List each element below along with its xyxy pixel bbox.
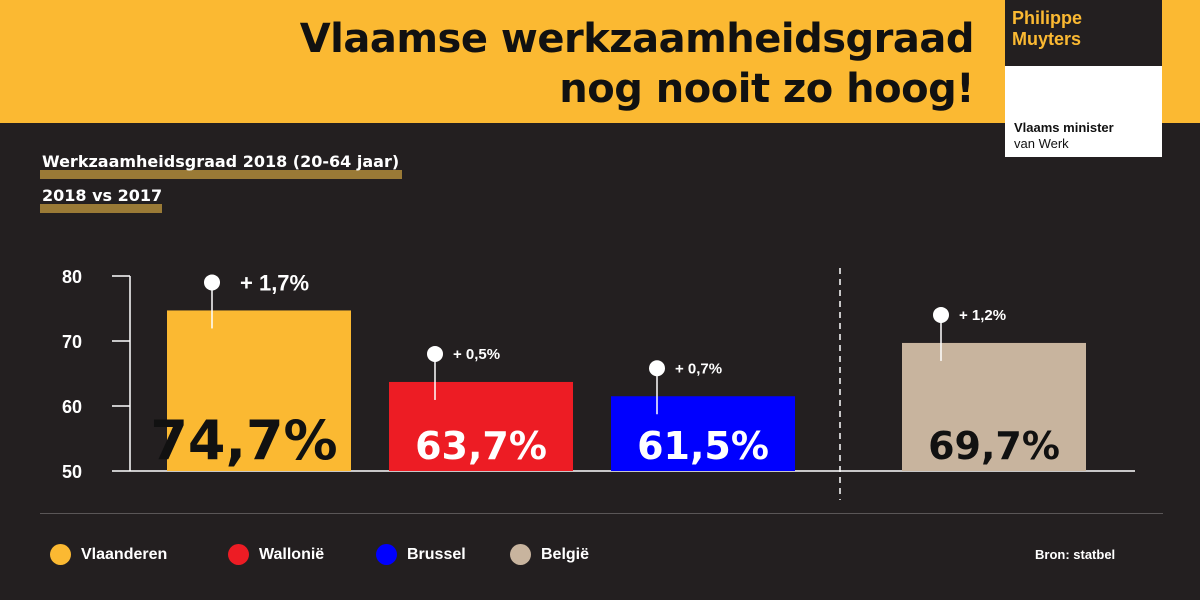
y-tick-label: 60	[62, 397, 82, 417]
legend-label: Vlaanderen	[81, 545, 168, 563]
y-tick-label: 70	[62, 332, 82, 352]
value-label: 74,7%	[150, 409, 337, 472]
logo-role-block	[1005, 66, 1162, 157]
logo-role-line-1: Vlaams minister	[1014, 120, 1114, 135]
bar-belgië	[902, 342, 1086, 471]
logo-name: Philippe Muyters	[1012, 8, 1083, 49]
value-label: 69,7%	[928, 424, 1060, 468]
value-label: 63,7%	[415, 424, 547, 468]
change-pin-head	[427, 345, 443, 362]
legend-swatch	[50, 544, 71, 565]
source-label: Bron: statbel	[1035, 547, 1116, 562]
title-line-2: nog nooit zo hoog!	[559, 66, 974, 112]
legend-swatch	[228, 544, 249, 565]
change-pin-head	[933, 306, 949, 323]
subtitle-highlight	[40, 170, 402, 179]
chart-subtitle: Werkzaamheidsgraad 2018 (20-64 jaar)	[42, 152, 400, 171]
logo-block	[1005, 0, 1162, 66]
y-tick-label: 80	[62, 267, 82, 287]
legend-swatch	[510, 544, 531, 565]
bar-brussel	[611, 396, 795, 471]
legend-item: Wallonië	[228, 544, 324, 565]
legend-divider	[40, 513, 1163, 514]
logo-role-line-2: van Werk	[1014, 136, 1069, 151]
bar-vlaanderen	[167, 310, 351, 471]
title-line-1: Vlaamse werkzaamheidsgraad	[299, 16, 975, 62]
change-pin-head	[204, 274, 220, 291]
legend-label: België	[541, 545, 590, 563]
legend-swatch	[376, 544, 397, 565]
y-tick-label: 50	[62, 462, 82, 482]
change-label: + 0,5%	[453, 346, 500, 363]
bar-wallonië	[389, 381, 573, 471]
bar-chart: 80 70 60 50 74,7% + 1,7% 63,7% + 0,5% 61,5% + 0,7…	[62, 267, 1135, 500]
page-title: Vlaamse werkzaamheidsgraad nog nooit zo …	[299, 14, 975, 114]
change-pin-head	[649, 360, 665, 377]
change-label: + 1,2%	[959, 307, 1006, 324]
subtitle-2-highlight	[40, 204, 162, 213]
legend-item: Brussel	[376, 544, 466, 565]
legend-label: Wallonië	[259, 545, 325, 563]
value-label: 61,5%	[637, 424, 769, 468]
chart-period: 2018 vs 2017	[42, 186, 163, 205]
header-banner	[0, 0, 1200, 123]
legend-item: Vlaanderen	[50, 544, 167, 565]
legend-item: België	[510, 544, 589, 565]
legend-label: Brussel	[407, 545, 466, 563]
change-label: + 1,7%	[240, 270, 309, 295]
change-label: + 0,7%	[675, 360, 722, 377]
